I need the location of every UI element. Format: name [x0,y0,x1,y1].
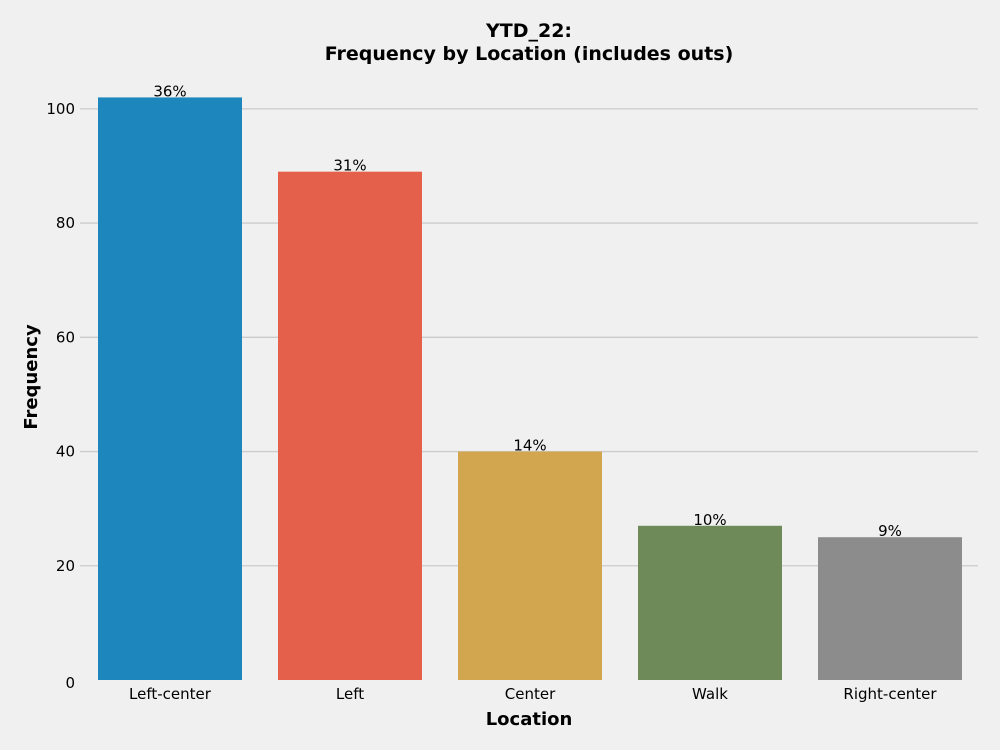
x-tick-label: Left [336,685,364,703]
x-axis-ticks: Left-center Left Center Walk Right-center [129,685,937,703]
y-tick-label: 0 [65,674,75,692]
bar-data-label: 36% [153,82,186,100]
bar-left-center [98,97,242,680]
bar-data-label: 14% [513,437,546,455]
x-tick-label: Left-center [129,685,212,703]
y-tick-label: 100 [46,100,75,118]
y-tick-label: 40 [56,443,75,461]
y-axis-title: Frequency [21,324,42,430]
bar-walk [638,525,782,680]
bar-data-label: 10% [693,511,726,529]
bar-data-labels: 36% 31% 14% 10% 9% [153,82,902,540]
y-axis-ticks: 0 20 40 60 80 100 [46,100,75,692]
chart-title-line-1: YTD_22: [485,20,572,42]
bar-data-label: 9% [878,522,902,540]
bars [98,97,962,680]
bar-center [458,451,602,680]
bar-right-center [818,537,962,680]
bar-left [278,171,422,680]
x-tick-label: Walk [692,685,728,703]
y-tick-label: 80 [56,214,75,232]
y-tick-label: 20 [56,557,75,575]
x-tick-label: Right-center [843,685,937,703]
x-axis-title: Location [486,709,573,730]
chart-title-line-2: Frequency by Location (includes outs) [325,43,734,65]
bar-data-label: 31% [333,157,366,175]
y-tick-label: 60 [56,328,75,346]
x-tick-label: Center [505,685,556,703]
